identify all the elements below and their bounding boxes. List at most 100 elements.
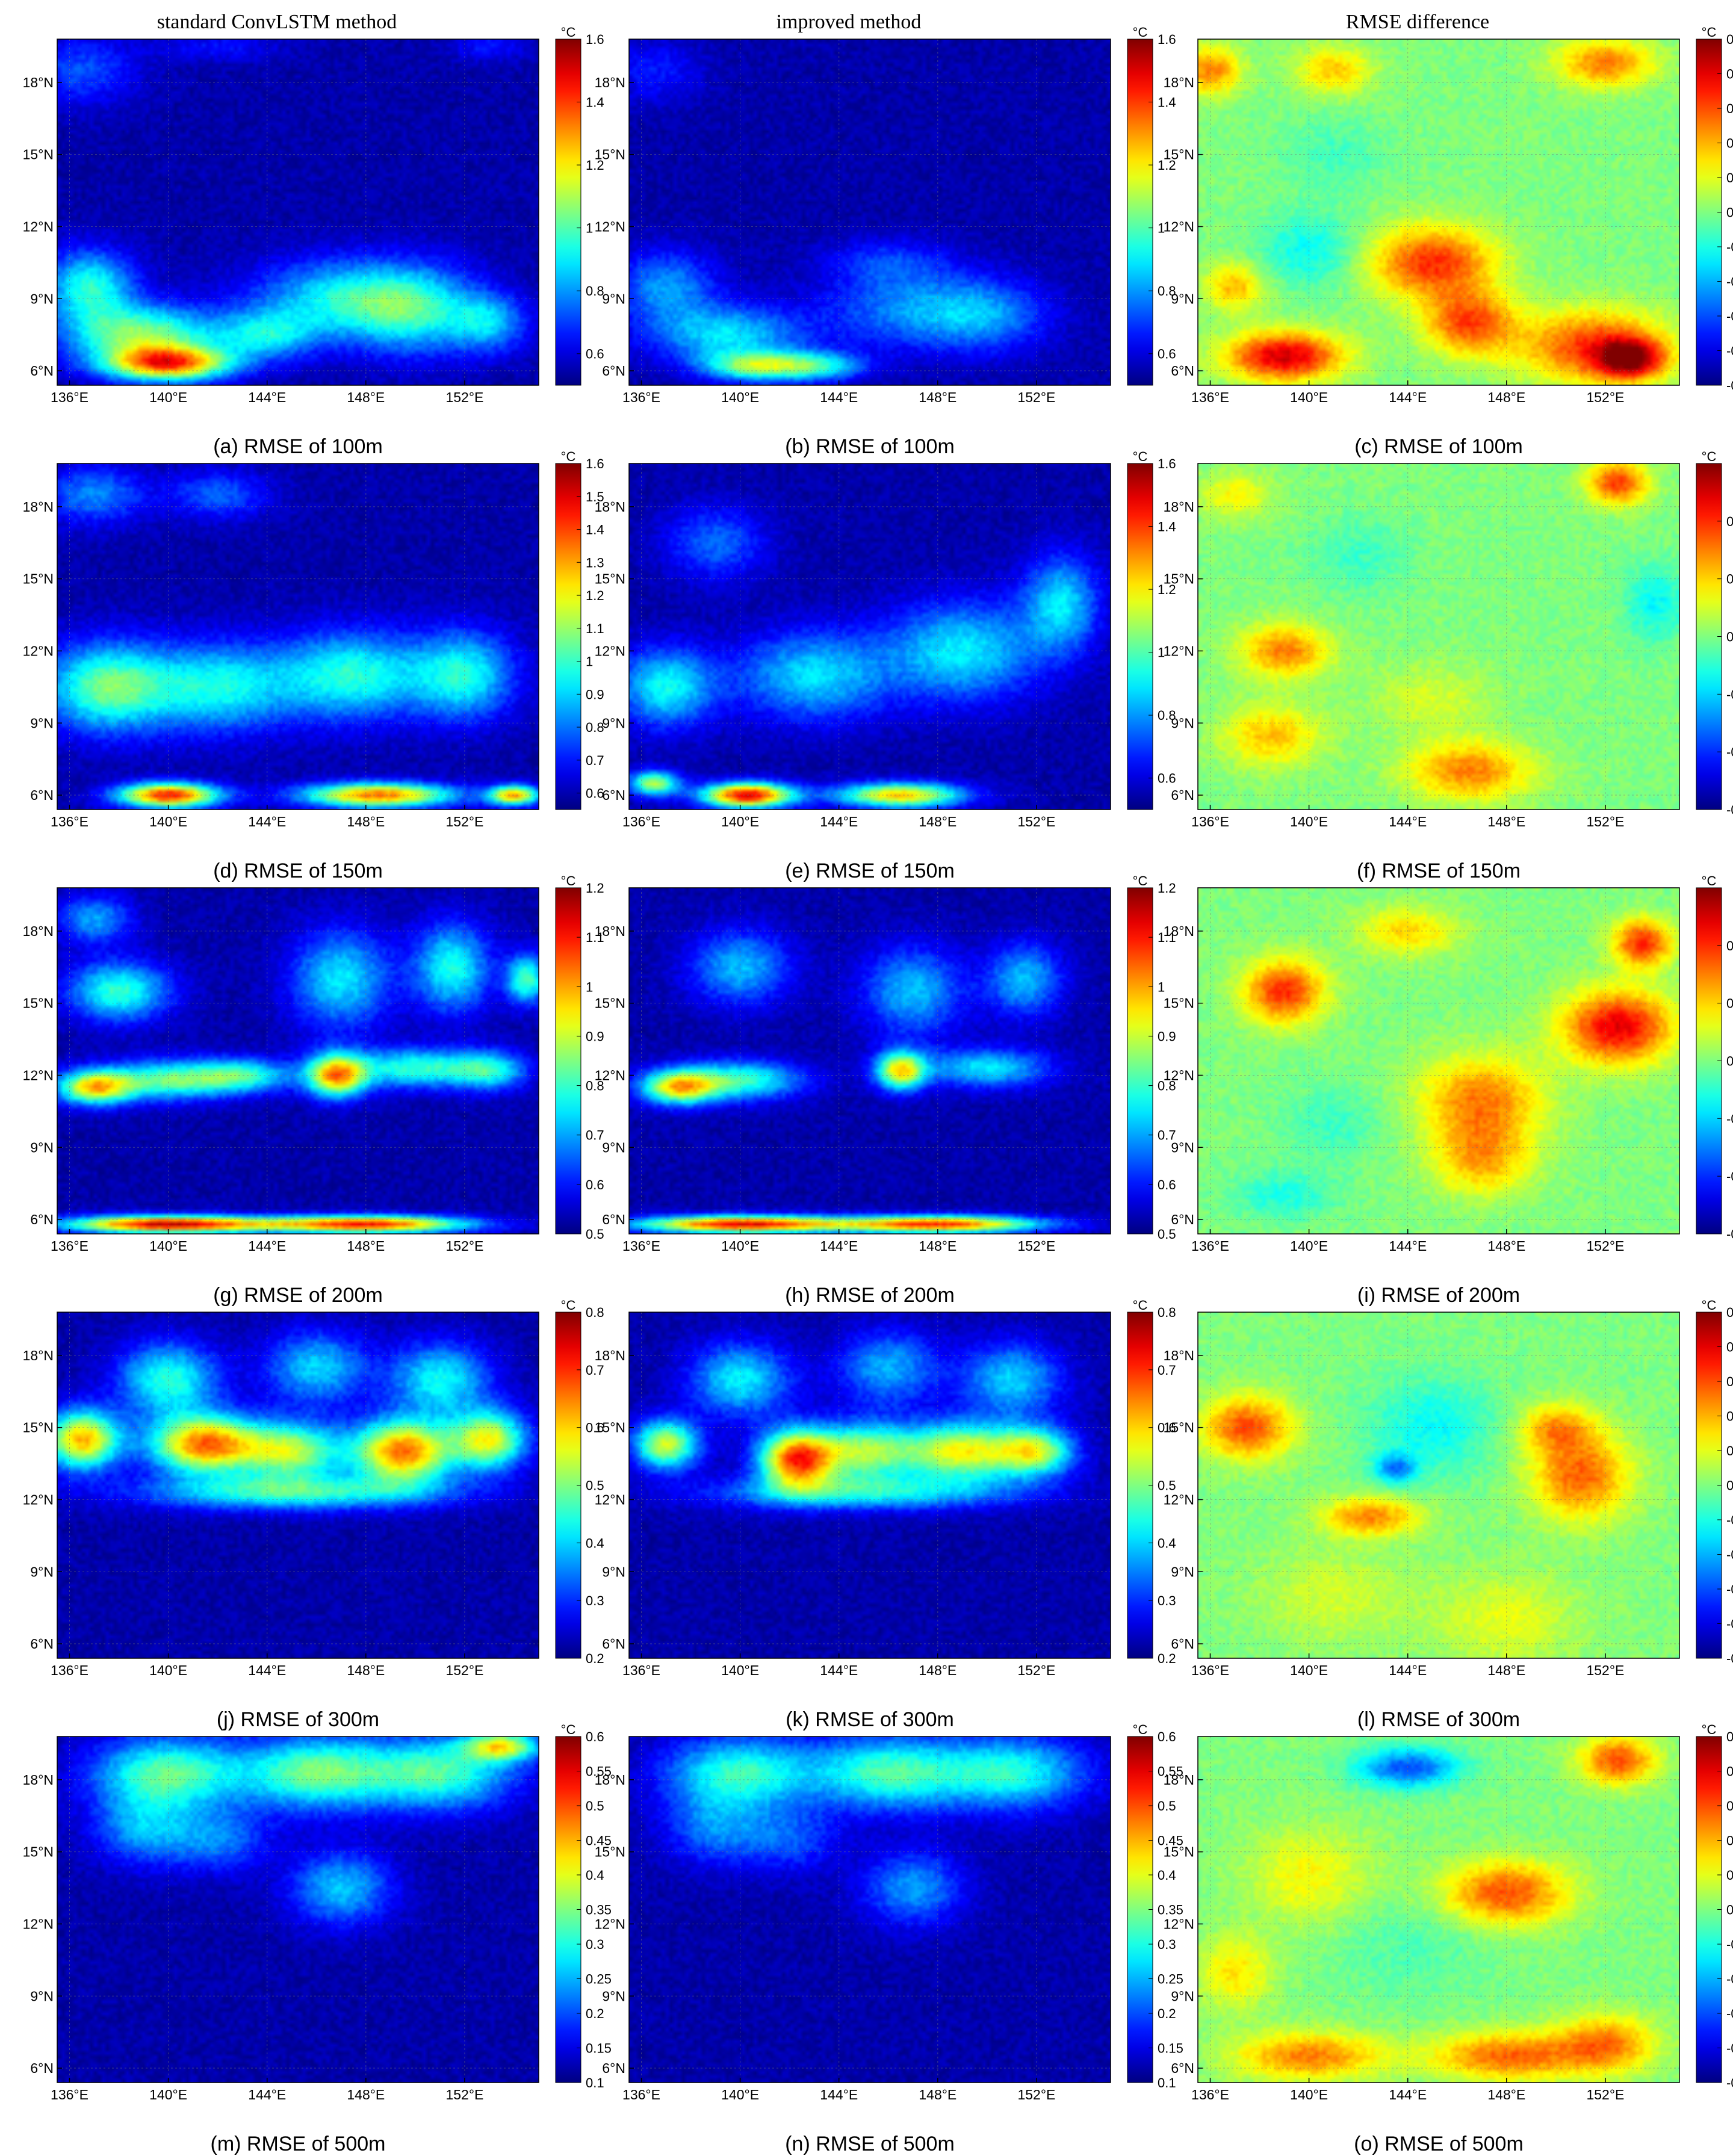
panel-n: 136°E 140°E 144°E 148°E 152°E 6°N 9°N 12°N 15°N 1… <box>595 1722 1183 2155</box>
plot-frame <box>628 463 1111 810</box>
y-tick-label: 6°N <box>1171 1636 1194 1652</box>
y-tick-label: 12°N <box>1164 218 1194 234</box>
y-tick-label: 18°N <box>23 923 54 939</box>
colorbar-tick-label: 0.1 <box>1726 996 1733 1011</box>
heatmap-field <box>57 463 539 810</box>
colorbar-tick-label: -0.1 <box>1726 1547 1733 1563</box>
colorbar-tick-label: 0.05 <box>1726 1443 1733 1458</box>
colorbar-unit: °C <box>1702 25 1717 40</box>
colorbar-tick-label: 0 <box>1726 630 1733 645</box>
colorbar-tick-label: 0.5 <box>1158 1478 1176 1493</box>
y-tick-label: 18°N <box>23 499 54 515</box>
colorbar-tick-label: 0.2 <box>586 2006 604 2021</box>
column-title-standard: standard ConvLSTM method <box>157 11 397 33</box>
panel-l: 136°E 140°E 144°E 148°E 152°E 6°N 9°N 12°N 15°N 1… <box>1164 1298 1733 1731</box>
colorbar-tick-label: 0.4 <box>1158 1535 1176 1550</box>
x-tick-label: 144°E <box>820 814 858 829</box>
x-tick-label: 144°E <box>820 389 858 405</box>
colorbar-tick-label: 0.4 <box>1158 1868 1176 1883</box>
colorbar-tick-label: 0.2 <box>1158 1651 1176 1666</box>
x-tick-label: 144°E <box>248 389 286 405</box>
heatmap-e: 136°E 140°E 144°E 148°E 152°E 6°N 9°N 12°N 15°N 1… <box>595 449 1176 829</box>
x-tick-label: 148°E <box>919 1238 956 1254</box>
panel-caption: (i) RMSE of 200m <box>1357 1284 1521 1307</box>
panel-d: 136°E 140°E 144°E 148°E 152°E 6°N 9°N 12°N 15°N 1… <box>23 449 604 882</box>
colorbar-tick-label: 0.1 <box>1726 1409 1733 1424</box>
colorbar-tick-label: 1 <box>586 654 593 669</box>
colorbar-tick-label: 0.6 <box>586 1729 604 1744</box>
y-tick-label: 18°N <box>23 75 54 90</box>
x-tick-label: 144°E <box>248 2087 286 2102</box>
x-tick-label: 148°E <box>347 1662 385 1678</box>
panel-caption: (l) RMSE of 300m <box>1357 1708 1521 1731</box>
x-tick-label: 144°E <box>248 814 286 829</box>
colorbar-tick-label: 0.2 <box>1726 136 1733 151</box>
x-tick-label: 152°E <box>1017 1662 1055 1678</box>
colorbar-tick-label: 0.55 <box>1158 1764 1183 1779</box>
panel-k: 136°E 140°E 144°E 148°E 152°E 6°N 9°N 12°N 15°N 1… <box>595 1298 1176 1731</box>
y-tick-label: 18°N <box>1164 1772 1194 1788</box>
colorbar-tick-label: 0.7 <box>586 753 604 768</box>
colorbar-unit: °C <box>1133 25 1148 40</box>
y-tick-label: 12°N <box>23 1067 54 1083</box>
y-tick-label: 6°N <box>1171 2060 1194 2076</box>
x-tick-label: 144°E <box>248 1662 286 1678</box>
colorbar-tick-label: 0.5 <box>1158 1227 1176 1242</box>
panel-caption: (c) RMSE of 100m <box>1354 435 1523 458</box>
y-tick-label: 12°N <box>1164 1916 1194 1931</box>
x-tick-label: 148°E <box>919 389 956 405</box>
y-tick-label: 12°N <box>1164 1492 1194 1507</box>
x-tick-label: 144°E <box>248 1238 286 1254</box>
colorbar-tick-label: 0.35 <box>586 1903 612 1918</box>
panel-caption: (g) RMSE of 200m <box>213 1284 383 1307</box>
y-tick-label: 6°N <box>1171 787 1194 803</box>
y-tick-label: 9°N <box>1171 1564 1194 1579</box>
plot-frame <box>1197 887 1680 1234</box>
y-tick-label: 18°N <box>595 1772 625 1788</box>
plot-frame <box>57 887 539 1234</box>
colorbar-tick-label: 0.5 <box>586 1227 604 1242</box>
colorbar-tick-label: 0.35 <box>1158 1903 1183 1918</box>
heatmap-field <box>1198 39 1679 385</box>
heatmap-d: 136°E 140°E 144°E 148°E 152°E 6°N 9°N 12°N 15°N 1… <box>23 449 604 829</box>
x-tick-label: 148°E <box>1487 2087 1525 2102</box>
x-tick-label: 136°E <box>1191 2087 1229 2102</box>
y-tick-label: 15°N <box>1164 1844 1194 1860</box>
colorbar-tick-label: 1 <box>586 221 593 236</box>
panel-e: 136°E 140°E 144°E 148°E 152°E 6°N 9°N 12°N 15°N 1… <box>595 449 1176 882</box>
colorbar-tick-label: 0.9 <box>586 1029 604 1044</box>
colorbar-tick-label: -0.2 <box>1726 274 1733 290</box>
colorbar <box>1127 463 1153 810</box>
colorbar <box>1127 39 1153 386</box>
colorbar-unit: °C <box>561 449 576 464</box>
colorbar-tick-label: 0.2 <box>1158 2006 1176 2021</box>
x-tick-label: 136°E <box>622 814 660 829</box>
colorbar-tick-label: 0.5 <box>1158 1798 1176 1814</box>
colorbar-tick-label: -0.5 <box>1726 378 1733 393</box>
plot-frame <box>57 1312 539 1659</box>
y-tick-label: 18°N <box>1164 1348 1194 1363</box>
colorbar-tick-label: 0.3 <box>586 1593 604 1608</box>
colorbar-tick-label: 1.6 <box>586 32 604 47</box>
x-tick-label: 140°E <box>721 1238 759 1254</box>
colorbar-tick-label: 0.7 <box>586 1363 604 1378</box>
y-tick-label: 12°N <box>595 1492 625 1507</box>
colorbar-tick-label: 0.25 <box>1158 1972 1183 1987</box>
colorbar-tick-label: 0.3 <box>586 1937 604 1952</box>
colorbar-tick-label: 0.25 <box>1726 1305 1733 1320</box>
colorbar-tick-label: 1.6 <box>1158 32 1176 47</box>
colorbar-tick-label: 0.8 <box>1158 1305 1176 1320</box>
heatmap-l: 136°E 140°E 144°E 148°E 152°E 6°N 9°N 12°N 15°N 1… <box>1164 1298 1733 1678</box>
heatmap-field <box>57 39 539 385</box>
x-tick-label: 140°E <box>721 814 759 829</box>
y-tick-label: 18°N <box>1164 923 1194 939</box>
x-tick-label: 136°E <box>51 2087 88 2102</box>
y-tick-label: 9°N <box>602 1564 625 1579</box>
x-tick-label: 136°E <box>1191 814 1229 829</box>
y-tick-label: 15°N <box>1164 1420 1194 1436</box>
heatmap-field <box>629 39 1111 385</box>
y-tick-label: 18°N <box>595 923 625 939</box>
heatmap-o: 136°E 140°E 144°E 148°E 152°E 6°N 9°N 12°N 15°N 1… <box>1164 1722 1733 2102</box>
y-tick-label: 18°N <box>1164 499 1194 515</box>
y-tick-label: 6°N <box>602 1212 625 1227</box>
